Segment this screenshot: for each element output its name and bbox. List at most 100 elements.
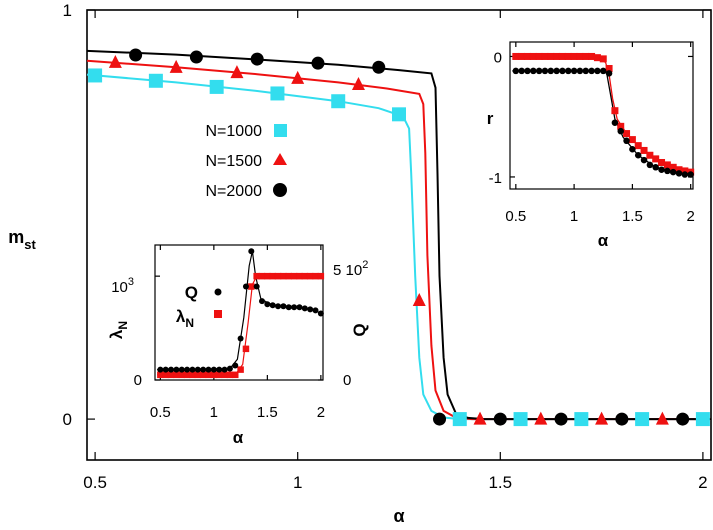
inset-lq-point-Q [296,304,303,311]
inset-r-point-n1500 [523,52,531,60]
inset-r-point-n2000 [576,67,584,75]
inset-r-point-n2000 [669,168,677,176]
inset-r-y-axis-label: r [487,109,494,128]
inset-lq-point-Q [317,310,324,317]
inset-r-point-n1500 [576,52,584,60]
inset-r-point-n2000 [687,171,694,178]
data-point-n2000 [554,412,568,426]
inset-lq-point-lambda [312,272,319,280]
data-point-n1500 [473,411,487,425]
inset-r-point-n2000 [629,145,636,153]
main-plot: 0.5 1 1.5 2 0 1 α mst N=1000 N=1500 N=2000 [8,1,712,526]
inset-lq-point-lambda [167,371,175,379]
inset-lq-point-Q [259,298,266,305]
inset-lq-point-Q [184,366,191,373]
inset-r-point-n2000 [570,67,578,75]
inset-r-point-n2000 [559,67,566,75]
legend-label-n1500: N=1500 [206,153,263,170]
inset-r-point-n2000 [553,67,560,75]
inset-r-point-n2000 [582,67,590,75]
inset-r-point-n2000 [652,164,659,171]
inset-r-ytick-label: -1 [489,170,502,187]
inset-lq-xtick-label: 1 [210,404,218,421]
inset-r-point-n1500 [663,161,671,169]
inset-lq-point-Q [173,366,180,373]
legend-marker-n2000 [273,183,287,197]
inset-r-point-n1500 [617,122,625,130]
inset-r-point-n1500 [518,52,526,60]
inset-lq-point-Q [205,366,212,373]
data-point-n1000 [574,412,589,427]
inset-lq-point-Q [291,304,298,311]
inset-r-point-n1500 [588,52,596,60]
inset-lq-point-Q [269,302,276,309]
inset-lq-left-axis-label: λN [107,321,130,339]
inset-lq-legend: Q λN [176,283,222,330]
inset-lq-point-Q [248,248,255,255]
inset-lq-point-lambda [210,371,218,379]
inset-r-point-n2000 [681,171,689,178]
data-point-n1500 [412,293,426,307]
inset-lq-point-Q [157,366,164,373]
inset-r-point-n1500 [681,167,689,175]
inset-lq-left-tick-1000: 103 [111,276,134,296]
main-y-axis-label: mst [8,227,36,252]
data-point-n1500 [108,54,122,68]
inset-r-point-n2000 [541,67,549,75]
inset-r-point-n1500 [547,52,555,60]
inset-r-point-n2000 [634,152,642,159]
inset-lq-point-Q [242,283,249,290]
inset-r-point-n1500 [553,52,561,60]
data-point-n1000 [148,73,163,88]
inset-r-point-n2000 [594,67,601,75]
inset-r-point-n1500 [628,136,636,144]
inset-lq-point-lambda [194,371,202,379]
inset-lq-point-lambda [290,272,298,280]
inset-lq-point-lambda [157,371,164,379]
data-point-n1500 [291,70,305,84]
inset-r-point-n2000 [658,166,665,173]
inset-r-point-n1500 [558,52,566,60]
data-point-n2000 [311,56,325,70]
data-point-n2000 [493,412,507,426]
legend-label-n2000: N=2000 [206,183,263,200]
inset-lq-point-lambda [205,371,212,379]
inset-r-point-n2000 [675,170,683,177]
inset-lq-point-Q [280,303,287,310]
inset-lq-point-lambda [199,371,207,379]
data-point-n1000 [695,412,710,427]
inset-r-xtick-label: 0.5 [505,208,526,225]
inset-lq-point-lambda [317,272,325,280]
inset-r-point-n2000 [512,67,520,75]
inset-r-point-n1500 [634,142,642,150]
inset-lq-point-Q [237,335,244,342]
inset-lq-point-lambda [248,283,255,290]
inset-r-point-n2000 [646,161,654,169]
inset-lq-point-Q [312,307,319,314]
legend-marker-n1500 [273,153,287,165]
inset-lq-point-lambda [232,371,239,379]
inset-lq-point-Q [178,366,185,373]
inset-r-point-n2000 [588,67,595,75]
inset-lq-point-lambda [226,371,234,379]
inset-r-point-n1500 [611,107,619,115]
data-point-n1000 [88,68,103,83]
inset-lq-point-lambda [274,272,282,280]
inset-lq-point-Q [301,305,308,312]
inset-legend-label-lambda: λN [176,307,194,330]
data-point-n2000 [372,60,386,74]
inset-r-point-n2000 [535,67,543,75]
data-point-n1000 [513,412,528,427]
inset-r-point-n2000 [530,67,537,75]
inset-lq-xtick-label: 2 [317,404,325,421]
data-point-n2000 [189,50,203,64]
data-point-n1000 [392,107,406,122]
inset-lq-point-Q [307,306,314,313]
inset-lq-xtick-label: 1.5 [257,404,278,421]
main-x-axis-label: α [393,506,404,526]
inset-r-xtick-label: 2 [686,208,694,225]
inset-lq-point-Q [226,365,233,372]
data-point-n2000 [129,48,143,62]
main-xtick-label: 0.5 [83,473,107,492]
inset-r-point-n1500 [570,52,578,60]
